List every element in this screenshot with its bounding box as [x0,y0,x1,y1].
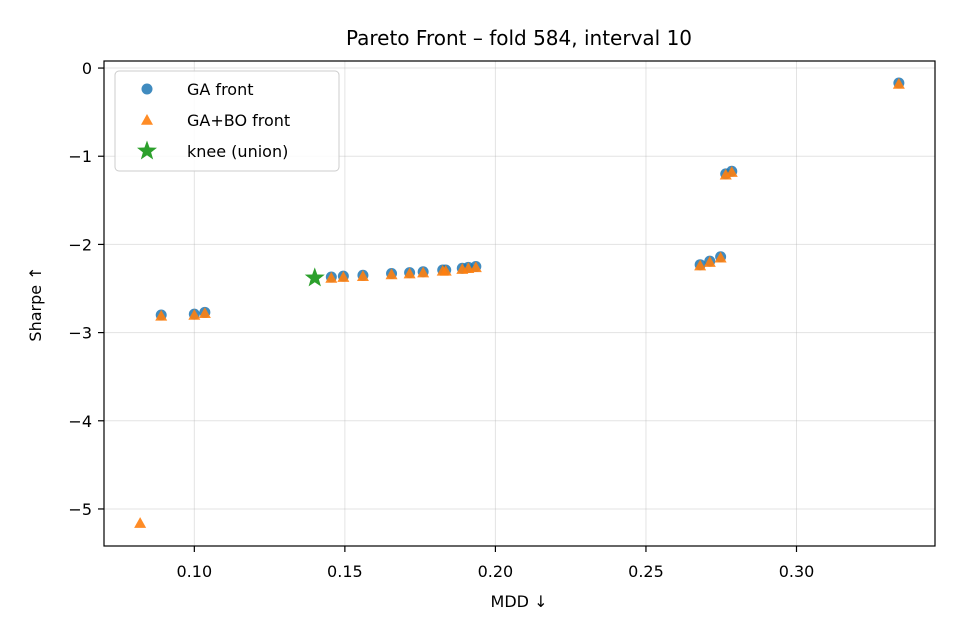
data-point [439,264,452,276]
y-tick-label: −2 [68,235,92,254]
x-axis-title: MDD ↓ [491,592,548,611]
legend-marker [141,114,153,125]
data-point [703,256,716,267]
data-markers [134,77,905,528]
series-2 [304,267,325,287]
y-tick-label: −5 [68,500,92,519]
data-point [304,267,325,287]
legend-marker [137,140,157,160]
chart-title: Pareto Front – fold 584, interval 10 [346,26,692,50]
data-point [385,268,398,280]
x-tick-label: 0.30 [779,562,815,581]
data-point [155,309,168,321]
data-point [188,308,201,320]
data-point [469,261,482,273]
series-1 [134,77,905,528]
y-tick-label: 0 [82,59,92,78]
data-point [694,259,707,271]
data-point [325,271,338,283]
x-axis: 0.10 0.15 0.20 0.25 0.30 [177,546,815,581]
data-point [337,271,350,282]
data-point [356,270,369,281]
data-point [725,166,738,177]
data-point [403,267,416,279]
legend-label: GA+BO front [187,111,290,130]
data-point [198,307,211,318]
legend: GA front GA+BO front knee (union) [114,70,340,172]
plot-frame [103,60,936,547]
legend-marker [141,83,153,95]
x-tick-label: 0.10 [177,562,213,581]
y-tick-label: −1 [68,147,92,166]
y-tick-label: −3 [68,324,92,343]
legend-label: GA front [187,80,254,99]
y-tick-label: −4 [68,412,92,431]
data-point [134,517,147,528]
legend-box [114,70,340,172]
data-point [417,266,430,278]
legend-label: knee (union) [187,142,288,161]
y-axis: 0 −1 −2 −3 −4 −5 [68,59,104,519]
x-tick-label: 0.25 [628,562,664,581]
data-point [714,251,727,263]
grid-lines [104,61,935,546]
data-point [892,77,905,89]
x-tick-label: 0.15 [327,562,363,581]
x-tick-label: 0.20 [478,562,514,581]
y-axis-title: Sharpe ↑ [26,266,45,341]
